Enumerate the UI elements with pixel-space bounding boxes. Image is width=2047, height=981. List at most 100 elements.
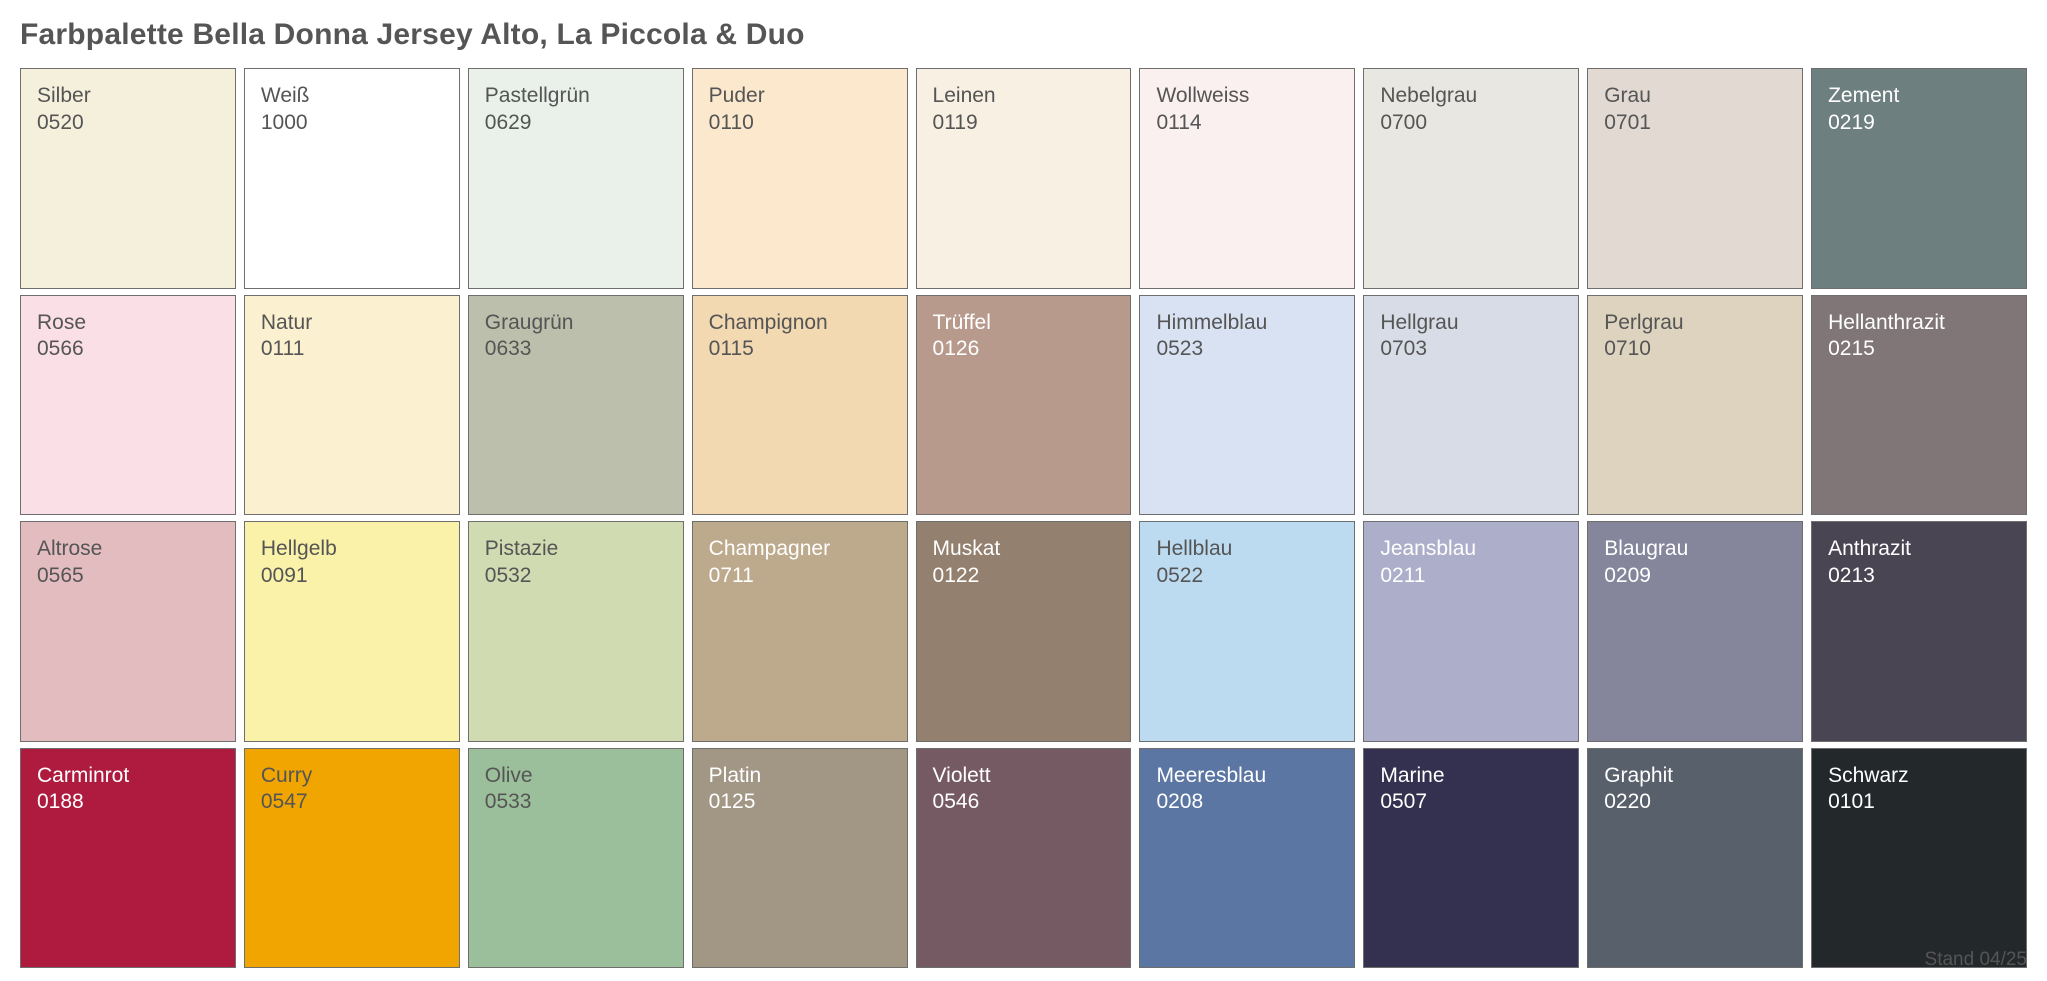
color-name-silber: Silber	[37, 83, 219, 110]
color-code-pastellgrün: 0629	[485, 110, 667, 137]
color-swatch-rose[interactable]: Rose 0566	[20, 295, 236, 516]
color-swatch-graugrün[interactable]: Graugrün 0633	[468, 295, 684, 516]
color-name-graphit: Graphit	[1604, 763, 1786, 790]
color-code-marine: 0507	[1380, 789, 1562, 816]
color-code-pistazie: 0532	[485, 563, 667, 590]
color-name-pastellgrün: Pastellgrün	[485, 83, 667, 110]
color-swatch-grau[interactable]: Grau 0701	[1587, 68, 1803, 289]
color-swatch-trüffel[interactable]: Trüffel 0126	[916, 295, 1132, 516]
color-code-platin: 0125	[709, 789, 891, 816]
color-code-wollweiss: 0114	[1156, 110, 1338, 137]
color-swatch-silber[interactable]: Silber 0520	[20, 68, 236, 289]
color-name-curry: Curry	[261, 763, 443, 790]
color-swatch-hellgelb[interactable]: Hellgelb 0091	[244, 521, 460, 742]
color-name-olive: Olive	[485, 763, 667, 790]
color-name-pistazie: Pistazie	[485, 536, 667, 563]
color-swatch-leinen[interactable]: Leinen 0119	[916, 68, 1132, 289]
color-name-trüffel: Trüffel	[933, 310, 1115, 337]
color-name-champignon: Champignon	[709, 310, 891, 337]
color-swatch-blaugrau[interactable]: Blaugrau 0209	[1587, 521, 1803, 742]
color-palette-page: Farbpalette Bella Donna Jersey Alto, La …	[0, 0, 2047, 981]
color-name-blaugrau: Blaugrau	[1604, 536, 1786, 563]
color-name-hellgelb: Hellgelb	[261, 536, 443, 563]
color-code-grau: 0701	[1604, 110, 1786, 137]
color-code-violett: 0546	[933, 789, 1115, 816]
color-code-weiß: 1000	[261, 110, 443, 137]
color-name-weiß: Weiß	[261, 83, 443, 110]
color-swatch-champignon[interactable]: Champignon 0115	[692, 295, 908, 516]
color-name-meeresblau: Meeresblau	[1156, 763, 1338, 790]
color-swatch-champagner[interactable]: Champagner 0711	[692, 521, 908, 742]
color-swatch-hellblau[interactable]: Hellblau 0522	[1139, 521, 1355, 742]
color-name-nebelgrau: Nebelgrau	[1380, 83, 1562, 110]
color-name-violett: Violett	[933, 763, 1115, 790]
color-code-blaugrau: 0209	[1604, 563, 1786, 590]
color-code-trüffel: 0126	[933, 336, 1115, 363]
color-code-silber: 0520	[37, 110, 219, 137]
color-swatch-wollweiss[interactable]: Wollweiss 0114	[1139, 68, 1355, 289]
color-code-perlgrau: 0710	[1604, 336, 1786, 363]
color-name-hellgrau: Hellgrau	[1380, 310, 1562, 337]
color-swatch-himmelblau[interactable]: Himmelblau 0523	[1139, 295, 1355, 516]
color-code-carminrot: 0188	[37, 789, 219, 816]
color-name-anthrazit: Anthrazit	[1828, 536, 2010, 563]
color-grid: Silber 0520 Weiß 1000 Pastellgrün 0629 Puder 01…	[20, 68, 2027, 968]
color-name-graugrün: Graugrün	[485, 310, 667, 337]
color-code-anthrazit: 0213	[1828, 563, 2010, 590]
color-code-hellgelb: 0091	[261, 563, 443, 590]
color-name-carminrot: Carminrot	[37, 763, 219, 790]
color-code-olive: 0533	[485, 789, 667, 816]
color-name-grau: Grau	[1604, 83, 1786, 110]
color-code-rose: 0566	[37, 336, 219, 363]
color-swatch-weiß[interactable]: Weiß 1000	[244, 68, 460, 289]
color-name-marine: Marine	[1380, 763, 1562, 790]
color-swatch-muskat[interactable]: Muskat 0122	[916, 521, 1132, 742]
color-swatch-meeresblau[interactable]: Meeresblau 0208	[1139, 748, 1355, 969]
color-swatch-pistazie[interactable]: Pistazie 0532	[468, 521, 684, 742]
color-name-muskat: Muskat	[933, 536, 1115, 563]
color-swatch-hellgrau[interactable]: Hellgrau 0703	[1363, 295, 1579, 516]
color-code-curry: 0547	[261, 789, 443, 816]
color-swatch-natur[interactable]: Natur 0111	[244, 295, 460, 516]
color-swatch-nebelgrau[interactable]: Nebelgrau 0700	[1363, 68, 1579, 289]
color-swatch-platin[interactable]: Platin 0125	[692, 748, 908, 969]
color-name-zement: Zement	[1828, 83, 2010, 110]
color-code-graugrün: 0633	[485, 336, 667, 363]
color-name-schwarz: Schwarz	[1828, 763, 2010, 790]
color-swatch-hellanthrazit[interactable]: Hellanthrazit 0215	[1811, 295, 2027, 516]
color-code-schwarz: 0101	[1828, 789, 2010, 816]
color-name-perlgrau: Perlgrau	[1604, 310, 1786, 337]
color-code-jeansblau: 0211	[1380, 563, 1562, 590]
color-code-muskat: 0122	[933, 563, 1115, 590]
color-swatch-violett[interactable]: Violett 0546	[916, 748, 1132, 969]
color-swatch-anthrazit[interactable]: Anthrazit 0213	[1811, 521, 2027, 742]
color-code-leinen: 0119	[933, 110, 1115, 137]
color-swatch-altrose[interactable]: Altrose 0565	[20, 521, 236, 742]
page-title: Farbpalette Bella Donna Jersey Alto, La …	[20, 18, 2027, 52]
color-swatch-puder[interactable]: Puder 0110	[692, 68, 908, 289]
color-code-champignon: 0115	[709, 336, 891, 363]
color-code-himmelblau: 0523	[1156, 336, 1338, 363]
color-code-nebelgrau: 0700	[1380, 110, 1562, 137]
color-swatch-zement[interactable]: Zement 0219	[1811, 68, 2027, 289]
color-code-puder: 0110	[709, 110, 891, 137]
color-swatch-olive[interactable]: Olive 0533	[468, 748, 684, 969]
color-name-hellblau: Hellblau	[1156, 536, 1338, 563]
color-swatch-graphit[interactable]: Graphit 0220	[1587, 748, 1803, 969]
color-code-altrose: 0565	[37, 563, 219, 590]
color-name-puder: Puder	[709, 83, 891, 110]
color-swatch-pastellgrün[interactable]: Pastellgrün 0629	[468, 68, 684, 289]
color-swatch-curry[interactable]: Curry 0547	[244, 748, 460, 969]
color-name-leinen: Leinen	[933, 83, 1115, 110]
color-code-natur: 0111	[261, 336, 443, 363]
color-code-graphit: 0220	[1604, 789, 1786, 816]
color-name-altrose: Altrose	[37, 536, 219, 563]
color-swatch-marine[interactable]: Marine 0507	[1363, 748, 1579, 969]
color-code-meeresblau: 0208	[1156, 789, 1338, 816]
color-swatch-perlgrau[interactable]: Perlgrau 0710	[1587, 295, 1803, 516]
color-code-hellgrau: 0703	[1380, 336, 1562, 363]
color-swatch-schwarz[interactable]: Schwarz 0101	[1811, 748, 2027, 969]
color-name-wollweiss: Wollweiss	[1156, 83, 1338, 110]
color-swatch-jeansblau[interactable]: Jeansblau 0211	[1363, 521, 1579, 742]
color-swatch-carminrot[interactable]: Carminrot 0188	[20, 748, 236, 969]
